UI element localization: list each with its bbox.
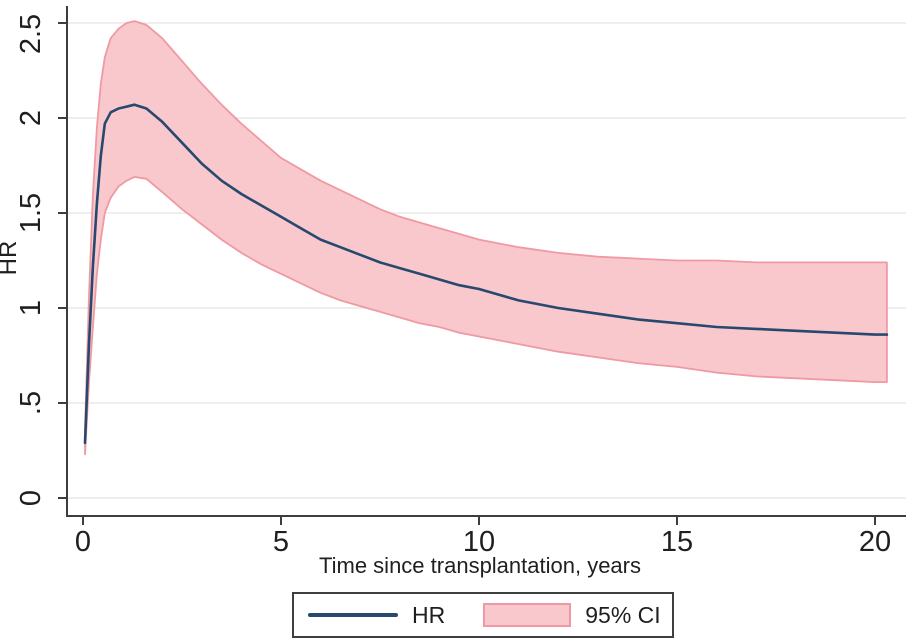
legend-item-hr: HR <box>308 602 445 629</box>
x-tick-label-10: 10 <box>463 526 495 558</box>
x-tick-label-5: 5 <box>273 526 289 558</box>
y-tick-label-1: 1 <box>15 300 47 316</box>
y-tick-label-2.5: 2.5 <box>15 14 47 54</box>
x-tick-label-15: 15 <box>661 526 693 558</box>
ci-band-area <box>84 20 888 456</box>
hr-line-swatch <box>308 613 398 617</box>
x-tick-label-0: 0 <box>75 526 91 558</box>
x-axis-title: Time since transplantation, years <box>319 553 641 578</box>
y-tick-label-1.5: 1.5 <box>15 193 47 233</box>
x-tick-labels: 0 5 10 15 20 <box>75 526 891 558</box>
y-ticks <box>58 22 67 499</box>
y-tick-label-2: 2 <box>15 110 47 126</box>
y-axis-title: HR <box>0 241 22 276</box>
legend: HR 95% CI <box>292 592 674 638</box>
y-axis: 0 .5 1 1.5 2 2.5 HR <box>0 6 68 517</box>
y-tick-label-0: 0 <box>15 490 47 506</box>
x-ticks <box>82 516 876 525</box>
x-tick-label-20: 20 <box>859 526 891 558</box>
legend-label-ci: 95% CI <box>585 601 661 628</box>
y-tick-label-.5: .5 <box>15 391 47 415</box>
legend-item-ci: 95% CI <box>483 601 661 629</box>
ci-box-swatch <box>483 603 572 627</box>
hr-curve <box>83 103 889 445</box>
x-axis: 0 5 10 15 20 Time since transplantation, yea… <box>66 515 906 578</box>
legend-label-hr: HR <box>412 601 446 628</box>
y-tick-labels: 0 .5 1 1.5 2 2.5 <box>15 14 47 506</box>
